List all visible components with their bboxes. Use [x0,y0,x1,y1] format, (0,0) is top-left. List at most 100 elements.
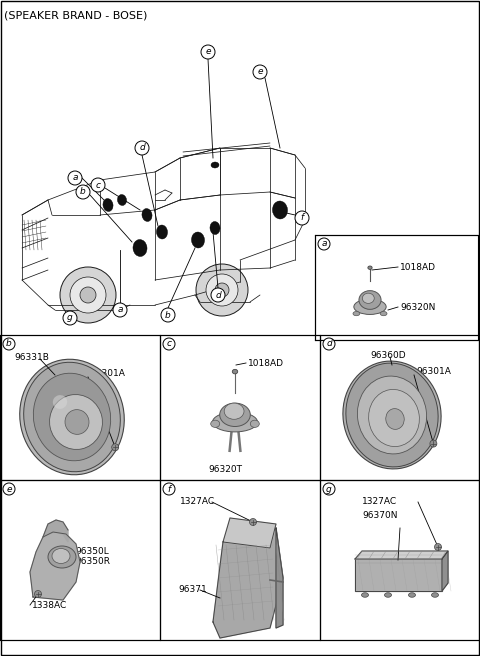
Circle shape [430,440,437,447]
Circle shape [215,283,229,297]
Ellipse shape [52,548,70,564]
Ellipse shape [346,363,438,467]
Ellipse shape [384,593,392,597]
Circle shape [76,185,90,199]
Text: 96301A: 96301A [416,367,451,375]
Circle shape [70,277,106,313]
Ellipse shape [386,409,404,430]
Polygon shape [276,528,283,628]
Text: b: b [80,188,86,197]
Text: 96370N: 96370N [362,510,397,520]
Text: 96320N: 96320N [400,302,435,312]
Ellipse shape [211,420,220,428]
Ellipse shape [361,593,369,597]
Circle shape [3,338,15,350]
Circle shape [206,274,238,306]
Text: 96320T: 96320T [208,466,242,474]
Circle shape [196,264,248,316]
Text: 1018AD: 1018AD [400,262,436,272]
Circle shape [35,590,41,598]
Text: b: b [165,310,171,319]
Circle shape [163,483,175,495]
Ellipse shape [48,546,76,568]
Ellipse shape [103,199,113,211]
Text: 1327AC: 1327AC [180,497,215,506]
Text: f: f [168,485,170,493]
Text: c: c [96,180,100,190]
Circle shape [323,483,335,495]
Ellipse shape [250,420,259,428]
Text: 96331B: 96331B [14,352,49,361]
Polygon shape [43,520,68,542]
Ellipse shape [20,359,124,475]
Ellipse shape [142,209,152,222]
Ellipse shape [65,409,89,434]
Ellipse shape [213,412,257,432]
Circle shape [80,287,96,303]
Ellipse shape [53,395,67,409]
Circle shape [91,178,105,192]
Text: 1327AC: 1327AC [362,497,397,506]
Ellipse shape [359,291,381,310]
Text: a: a [321,239,327,249]
Ellipse shape [49,394,102,449]
Bar [0,335,160,480]
Circle shape [250,518,256,525]
Ellipse shape [432,593,439,597]
Text: e: e [257,68,263,77]
Ellipse shape [156,225,168,239]
Circle shape [135,141,149,155]
Text: 96350L: 96350L [75,548,109,556]
Circle shape [63,311,77,325]
Text: 1018AD: 1018AD [248,358,284,367]
Ellipse shape [192,232,204,248]
Ellipse shape [358,376,427,454]
Text: e: e [205,47,211,56]
Text: g: g [67,314,73,323]
Circle shape [3,483,15,495]
Circle shape [163,338,175,350]
Circle shape [253,65,267,79]
Text: c: c [167,340,171,348]
Polygon shape [355,559,442,591]
Polygon shape [355,551,448,559]
Circle shape [161,308,175,322]
Text: 96371: 96371 [178,586,207,594]
Ellipse shape [369,390,420,447]
Polygon shape [30,532,80,600]
Ellipse shape [380,312,387,316]
Text: e: e [6,485,12,493]
Text: d: d [215,291,221,300]
Ellipse shape [273,201,288,219]
Polygon shape [442,551,448,591]
Bar [160,335,320,480]
Circle shape [60,267,116,323]
Text: 96360D: 96360D [370,350,406,359]
Circle shape [323,338,335,350]
Ellipse shape [118,195,127,205]
Text: 96350R: 96350R [75,558,110,567]
Text: g: g [326,485,332,493]
Ellipse shape [232,369,238,374]
Circle shape [434,544,442,550]
Text: d: d [139,144,145,152]
Ellipse shape [133,239,147,256]
Polygon shape [223,518,276,548]
Circle shape [68,171,82,185]
Ellipse shape [343,361,441,469]
Circle shape [201,45,215,59]
Text: b: b [6,340,12,348]
Ellipse shape [362,293,374,303]
Bar [0,480,160,640]
Text: f: f [300,213,303,222]
Text: a: a [72,173,78,182]
Bar [160,480,320,640]
Bar [320,335,480,480]
Ellipse shape [353,312,360,316]
Ellipse shape [211,162,219,168]
Text: 96301A: 96301A [90,369,125,377]
Ellipse shape [33,373,111,461]
Bar [315,235,478,340]
Ellipse shape [408,593,416,597]
Bar [320,480,480,640]
